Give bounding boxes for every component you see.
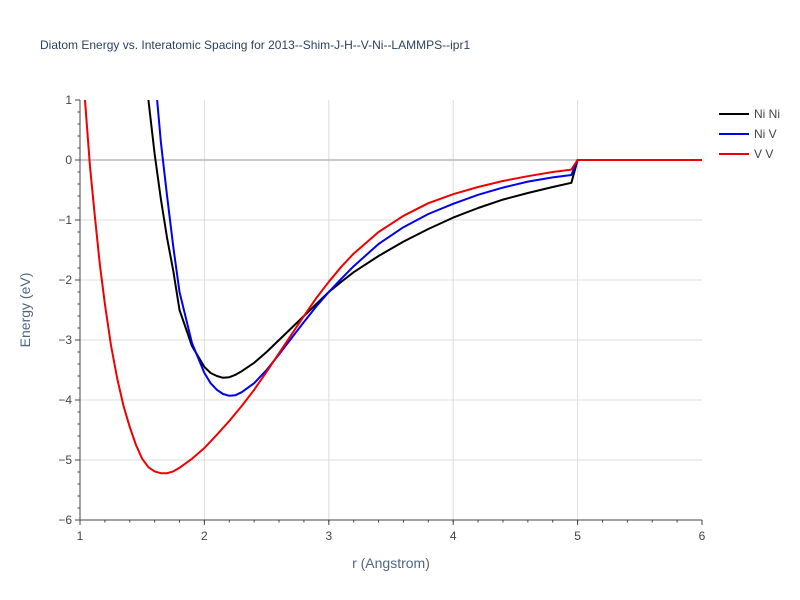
- x-tick-label: 4: [450, 529, 457, 543]
- x-axis-title: r (Angstrom): [352, 555, 430, 571]
- y-tick-label: 0: [65, 153, 72, 167]
- y-tick-label: −4: [58, 393, 72, 407]
- legend-item-v-v[interactable]: V V: [719, 147, 773, 161]
- series-line-v-v: [83, 100, 702, 475]
- legend-item-ni-ni[interactable]: Ni Ni: [719, 107, 780, 121]
- axis-layer: 1 2 3 4 5 6 1 0 −1 −2 −3 −4 −5 −6: [58, 93, 705, 543]
- legend[interactable]: Ni Ni Ni V V V: [719, 107, 780, 161]
- series-line-ni-ni: [147, 100, 702, 379]
- y-tick-label: −2: [58, 273, 72, 287]
- grid-layer: [80, 100, 702, 520]
- y-tick-label: −5: [58, 453, 72, 467]
- y-tick-label: −3: [58, 333, 72, 347]
- chart-title: Diatom Energy vs. Interatomic Spacing fo…: [40, 38, 471, 52]
- legend-label: Ni Ni: [754, 107, 780, 121]
- x-tick-label: 1: [77, 529, 84, 543]
- y-tick-label: 1: [65, 93, 72, 107]
- series-layer: [83, 100, 702, 475]
- y-axis-title: Energy (eV): [17, 273, 33, 348]
- x-tick-label: 2: [201, 529, 208, 543]
- series-line-ni-v: [156, 100, 702, 397]
- y-tick-label: −6: [58, 513, 72, 527]
- legend-label: Ni V: [754, 127, 777, 141]
- legend-label: V V: [754, 147, 773, 161]
- x-tick-label: 6: [699, 529, 706, 543]
- legend-item-ni-v[interactable]: Ni V: [719, 127, 777, 141]
- y-tick-label: −1: [58, 213, 72, 227]
- x-tick-label: 3: [325, 529, 332, 543]
- x-tick-label: 5: [574, 529, 581, 543]
